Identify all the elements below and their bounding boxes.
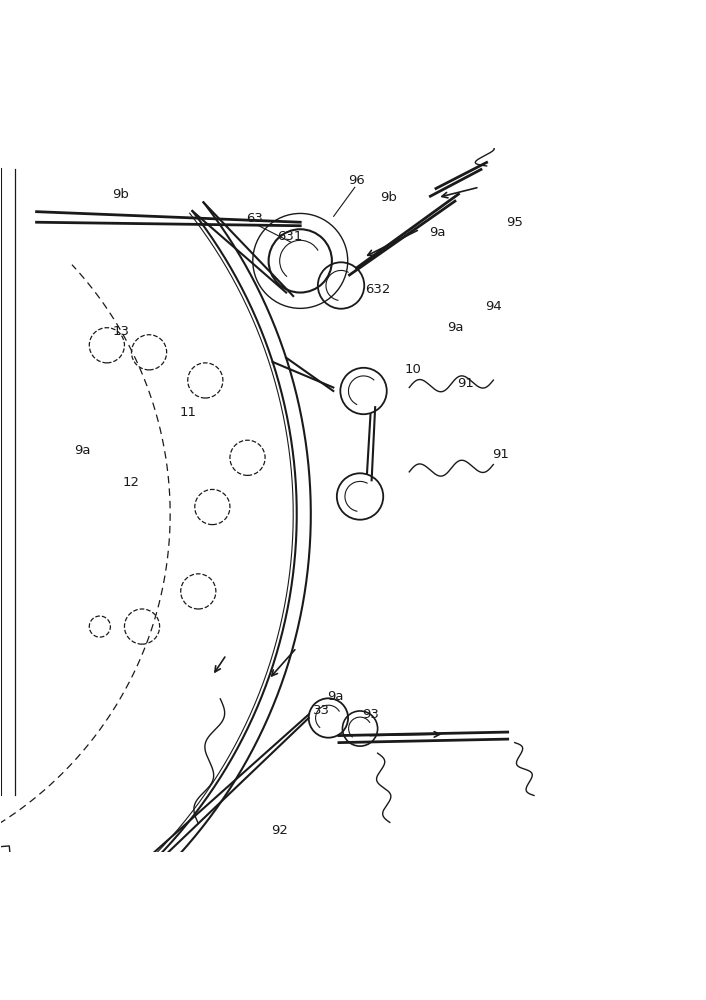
Text: 9b: 9b [112,188,129,201]
Text: 33: 33 [313,704,330,717]
Text: 91: 91 [492,448,509,461]
Text: 10: 10 [405,363,421,376]
Text: 632: 632 [365,283,390,296]
Text: 11: 11 [179,406,196,419]
Text: 96: 96 [348,174,365,187]
Text: 63: 63 [246,212,263,225]
Text: 93: 93 [362,708,379,721]
Text: 12: 12 [123,476,140,489]
Text: 9b: 9b [380,191,397,204]
Text: 92: 92 [270,824,287,837]
Text: 13: 13 [112,325,129,338]
Text: 91: 91 [457,377,474,390]
Text: 9a: 9a [447,321,463,334]
Text: 9a: 9a [74,444,90,457]
Text: 9a: 9a [429,226,445,239]
Bar [0,846,10,858]
Text: 631: 631 [277,230,302,243]
Text: 94: 94 [485,300,502,313]
Text: 95: 95 [506,216,523,229]
Text: 9a: 9a [327,690,344,703]
